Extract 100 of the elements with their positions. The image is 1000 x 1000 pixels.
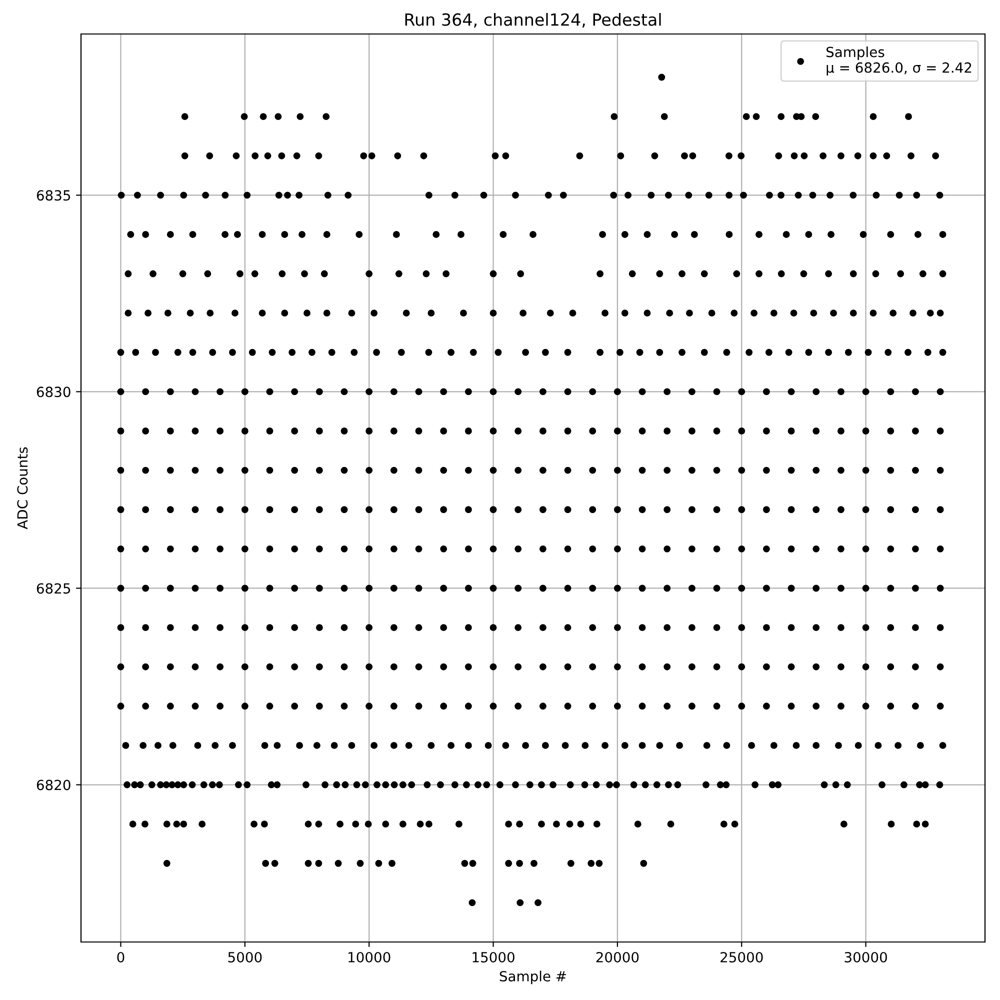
point <box>271 860 278 867</box>
point <box>241 506 248 514</box>
point <box>415 428 422 434</box>
point <box>534 899 542 906</box>
point <box>180 192 188 199</box>
point <box>720 820 728 828</box>
point <box>296 113 304 120</box>
point <box>266 466 274 474</box>
point <box>157 192 164 199</box>
point <box>731 820 738 828</box>
point <box>862 624 870 632</box>
point <box>564 663 572 670</box>
point <box>258 230 266 238</box>
point <box>415 506 422 514</box>
point <box>274 113 282 120</box>
point <box>291 584 298 592</box>
point <box>864 348 872 356</box>
point <box>614 388 621 396</box>
point <box>169 742 176 749</box>
point <box>713 545 720 552</box>
y-tick-label: 6830 <box>36 386 70 398</box>
point <box>348 742 356 749</box>
point <box>514 545 522 552</box>
point <box>440 624 448 632</box>
point <box>700 348 708 356</box>
point <box>703 742 710 749</box>
point <box>415 545 422 552</box>
point <box>134 192 141 199</box>
point <box>241 545 248 552</box>
point <box>610 113 618 120</box>
x-tick-label: 10000 <box>348 952 390 962</box>
point <box>514 466 522 474</box>
point <box>809 192 816 199</box>
point <box>788 428 795 434</box>
point <box>812 506 820 514</box>
point <box>316 584 323 592</box>
point <box>756 230 762 238</box>
point <box>667 820 674 828</box>
point <box>428 310 435 317</box>
point <box>685 192 692 199</box>
point <box>464 428 472 434</box>
point <box>788 702 795 710</box>
point <box>304 820 312 828</box>
point <box>890 310 897 317</box>
point <box>883 152 890 160</box>
x-tick-label: 20000 <box>596 952 639 962</box>
point <box>790 152 798 160</box>
point <box>762 466 770 474</box>
point <box>390 545 398 552</box>
point <box>392 230 400 238</box>
point <box>502 742 510 749</box>
point <box>664 624 671 632</box>
point <box>762 663 770 670</box>
point <box>316 702 323 710</box>
point <box>812 388 820 396</box>
x-tick-label: 15000 <box>472 952 514 962</box>
point <box>660 113 668 120</box>
point <box>912 506 919 514</box>
point <box>690 230 698 238</box>
point <box>192 702 199 710</box>
point <box>490 624 497 632</box>
point <box>664 506 671 514</box>
point <box>288 348 296 356</box>
point <box>835 742 842 749</box>
point <box>390 624 398 632</box>
point <box>936 506 944 514</box>
point <box>589 584 596 592</box>
point <box>428 742 435 749</box>
point <box>589 388 596 396</box>
point <box>564 466 572 474</box>
point <box>913 820 920 828</box>
point <box>664 584 671 592</box>
point <box>490 584 497 592</box>
point <box>840 820 848 828</box>
point <box>539 428 546 434</box>
point <box>936 192 944 199</box>
point <box>440 466 448 474</box>
point <box>860 230 867 238</box>
point <box>770 310 778 317</box>
point <box>566 820 574 828</box>
point <box>826 192 834 199</box>
point <box>837 388 844 396</box>
point <box>291 506 298 514</box>
point <box>887 230 894 238</box>
point <box>291 624 298 632</box>
point <box>738 663 746 670</box>
point <box>390 702 398 710</box>
point <box>638 663 646 670</box>
point <box>825 348 832 356</box>
point <box>870 152 877 160</box>
point <box>936 466 944 474</box>
point <box>241 702 248 710</box>
point <box>366 545 373 552</box>
point <box>738 388 746 396</box>
point <box>837 506 844 514</box>
point <box>373 348 380 356</box>
point <box>862 428 870 434</box>
point <box>514 428 522 434</box>
point <box>366 624 373 632</box>
point <box>132 348 140 356</box>
